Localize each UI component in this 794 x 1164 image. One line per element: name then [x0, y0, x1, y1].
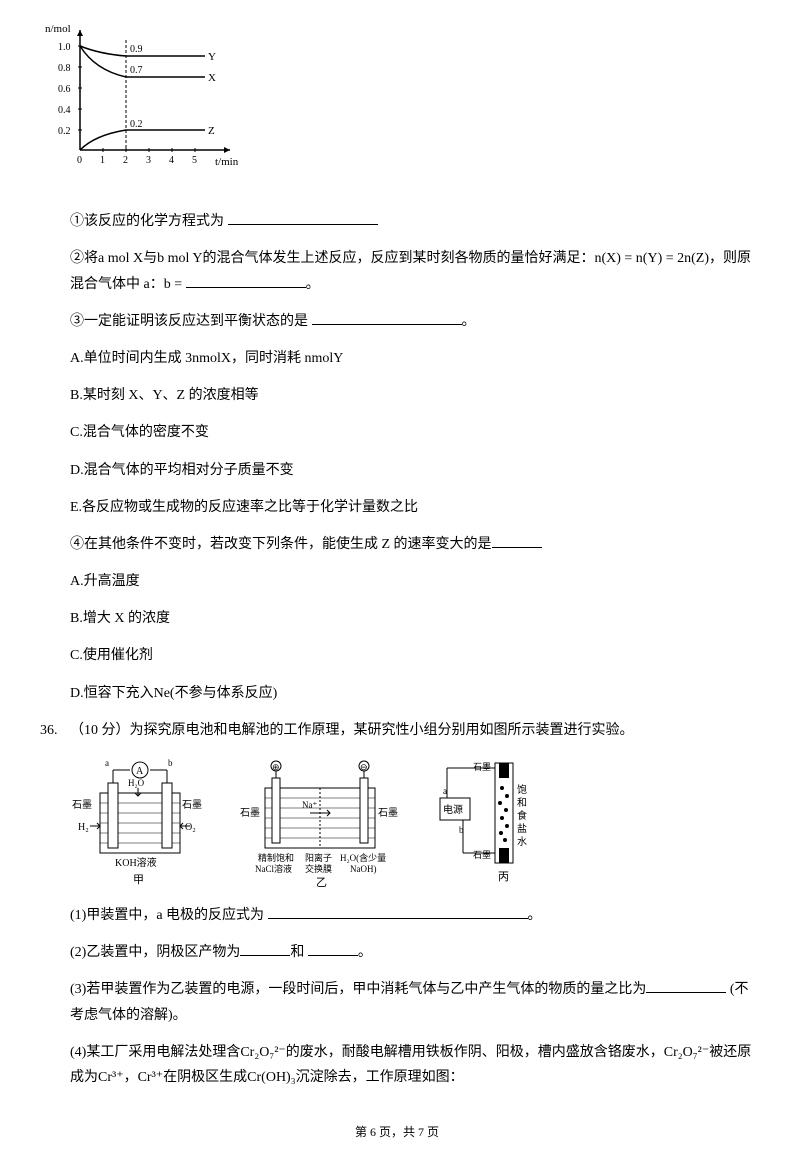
svg-text:1: 1	[100, 155, 105, 166]
svg-text:和: 和	[517, 797, 527, 809]
svg-text:石墨: 石墨	[473, 762, 491, 772]
svg-text:0.2: 0.2	[58, 126, 71, 137]
q36-p1: (1)甲装置中，a 电极的反应式为 。	[70, 903, 754, 928]
q36-p4: (4)某工厂采用电解法处理含Cr₂O₇²⁻的废水，耐酸电解槽用铁板作阴、阳极，槽…	[70, 1040, 754, 1090]
blank	[240, 941, 290, 956]
q36: 36. （10 分）为探究原电池和电解池的工作原理，某研究性小组分别用如图所示装…	[40, 718, 754, 1102]
svg-text:3: 3	[146, 155, 151, 166]
svg-text:a: a	[105, 758, 109, 768]
q36-p3: (3)若甲装置作为乙装置的电源，一段时间后，甲中消耗气体与乙中产生气体的物质的量…	[70, 977, 754, 1027]
q36-num: 36.	[40, 718, 70, 743]
svg-text:丙: 丙	[498, 871, 509, 883]
xlabel: t/min	[215, 156, 239, 168]
svg-text:甲: 甲	[133, 874, 144, 886]
opt4C: C.使用催化剂	[70, 643, 754, 668]
opt4A: A.升高温度	[70, 569, 754, 594]
svg-text:2: 2	[123, 155, 128, 166]
optE: E.各反应物或生成物的反应速率之比等于化学计量数之比	[70, 495, 754, 520]
device-jia: A a b H₂O 石墨 H₂ 石墨 O₂ KOH溶液 甲	[70, 758, 210, 888]
svg-text:H₂: H₂	[78, 822, 89, 833]
svg-text:Z: Z	[208, 125, 215, 137]
q1-3: ③一定能证明该反应达到平衡状态的是 。	[70, 309, 754, 334]
graph: n/mol t/min 1.0 0.8 0.6 0.4 0.2 0 1 2 3 …	[40, 20, 754, 189]
svg-text:a: a	[443, 786, 447, 796]
svg-text:1.0: 1.0	[58, 42, 71, 53]
q1-circ1: ①该反应的化学方程式为	[70, 214, 224, 229]
svg-text:b: b	[168, 758, 173, 768]
diagram-row: A a b H₂O 石墨 H₂ 石墨 O₂ KOH溶液 甲	[70, 758, 754, 888]
q1-1: ①该反应的化学方程式为	[70, 209, 754, 234]
optB: B.某时刻 X、Y、Z 的浓度相等	[70, 383, 754, 408]
q1-circ2a: ②将a mol X与b mol Y的混合气体发生上述反应，反应到某时刻各物质的量…	[70, 251, 751, 291]
svg-text:5: 5	[192, 155, 197, 166]
optC: C.混合气体的密度不变	[70, 420, 754, 445]
q1-circ4: ④在其他条件不变时，若改变下列条件，能使生成 Z 的速率变大的是	[70, 537, 492, 552]
q1-circ3: ③一定能证明该反应达到平衡状态的是	[70, 314, 308, 329]
svg-text:乙: 乙	[316, 876, 327, 888]
svg-text:阳离子: 阳离子	[305, 852, 332, 863]
svg-text:Y: Y	[208, 51, 216, 63]
svg-text:⊕: ⊕	[272, 762, 280, 772]
svg-text:O₂: O₂	[185, 822, 196, 833]
svg-text:电源: 电源	[443, 803, 463, 816]
svg-text:精制饱和: 精制饱和	[258, 852, 294, 863]
blank	[268, 904, 528, 919]
svg-text:X: X	[208, 72, 216, 84]
device-yi: ⊕ ⊖ Na⁺ 石墨 石墨 精制饱和 NaCl溶液 阳离子 交换膜 H₂O(含少…	[240, 758, 405, 888]
svg-text:石墨: 石墨	[240, 807, 260, 819]
footer: 第 6 页，共 7 页	[40, 1122, 754, 1144]
svg-text:交换膜: 交换膜	[305, 863, 332, 874]
svg-text:0.7: 0.7	[130, 65, 143, 76]
svg-text:0.6: 0.6	[58, 84, 71, 95]
svg-text:KOH溶液: KOH溶液	[115, 856, 157, 869]
q1-4: ④在其他条件不变时，若改变下列条件，能使生成 Z 的速率变大的是	[70, 532, 754, 557]
svg-text:b: b	[459, 825, 464, 835]
blank	[492, 533, 542, 548]
svg-text:盐: 盐	[517, 822, 527, 835]
svg-text:0.2: 0.2	[130, 119, 143, 130]
blank	[312, 310, 462, 325]
opt4B: B.增大 X 的浓度	[70, 606, 754, 631]
svg-text:H₂O(含少量: H₂O(含少量	[340, 852, 386, 863]
svg-text:石墨: 石墨	[473, 850, 491, 860]
q1-2: ②将a mol X与b mol Y的混合气体发生上述反应，反应到某时刻各物质的量…	[70, 246, 754, 296]
q36-intro: （10 分）为探究原电池和电解池的工作原理，某研究性小组分别用如图所示装置进行实…	[70, 718, 754, 743]
svg-text:NaCl溶液: NaCl溶液	[255, 863, 292, 874]
optD: D.混合气体的平均相对分子质量不变	[70, 458, 754, 483]
optA: A.单位时间内生成 3nmolX，同时消耗 nmolY	[70, 346, 754, 371]
svg-text:0.8: 0.8	[58, 63, 71, 74]
svg-text:石墨: 石墨	[182, 799, 202, 811]
svg-text:食: 食	[517, 809, 527, 822]
svg-text:NaOH): NaOH)	[350, 864, 377, 874]
svg-text:Na⁺: Na⁺	[302, 800, 317, 810]
svg-text:水: 水	[517, 836, 527, 848]
blank	[308, 941, 358, 956]
svg-text:H₂O: H₂O	[128, 778, 145, 788]
svg-text:石墨: 石墨	[72, 799, 92, 811]
svg-text:4: 4	[169, 155, 174, 166]
ylabel: n/mol	[45, 23, 71, 35]
svg-text:⊖: ⊖	[360, 762, 368, 772]
svg-text:饱: 饱	[517, 784, 527, 796]
svg-text:0.9: 0.9	[130, 44, 143, 55]
blank	[186, 273, 306, 288]
q36-p2: (2)乙装置中，阴极区产物为和 。	[70, 940, 754, 965]
svg-text:A: A	[136, 766, 144, 777]
blank	[646, 978, 726, 993]
svg-text:0.4: 0.4	[58, 105, 71, 116]
device-bing: 电源 a b 石墨 石墨 饱 和 食	[435, 758, 555, 888]
opt4D: D.恒容下充入Ne(不参与体系反应)	[70, 681, 754, 706]
svg-text:石墨: 石墨	[378, 807, 398, 819]
blank	[228, 210, 378, 225]
svg-text:0: 0	[77, 155, 82, 166]
